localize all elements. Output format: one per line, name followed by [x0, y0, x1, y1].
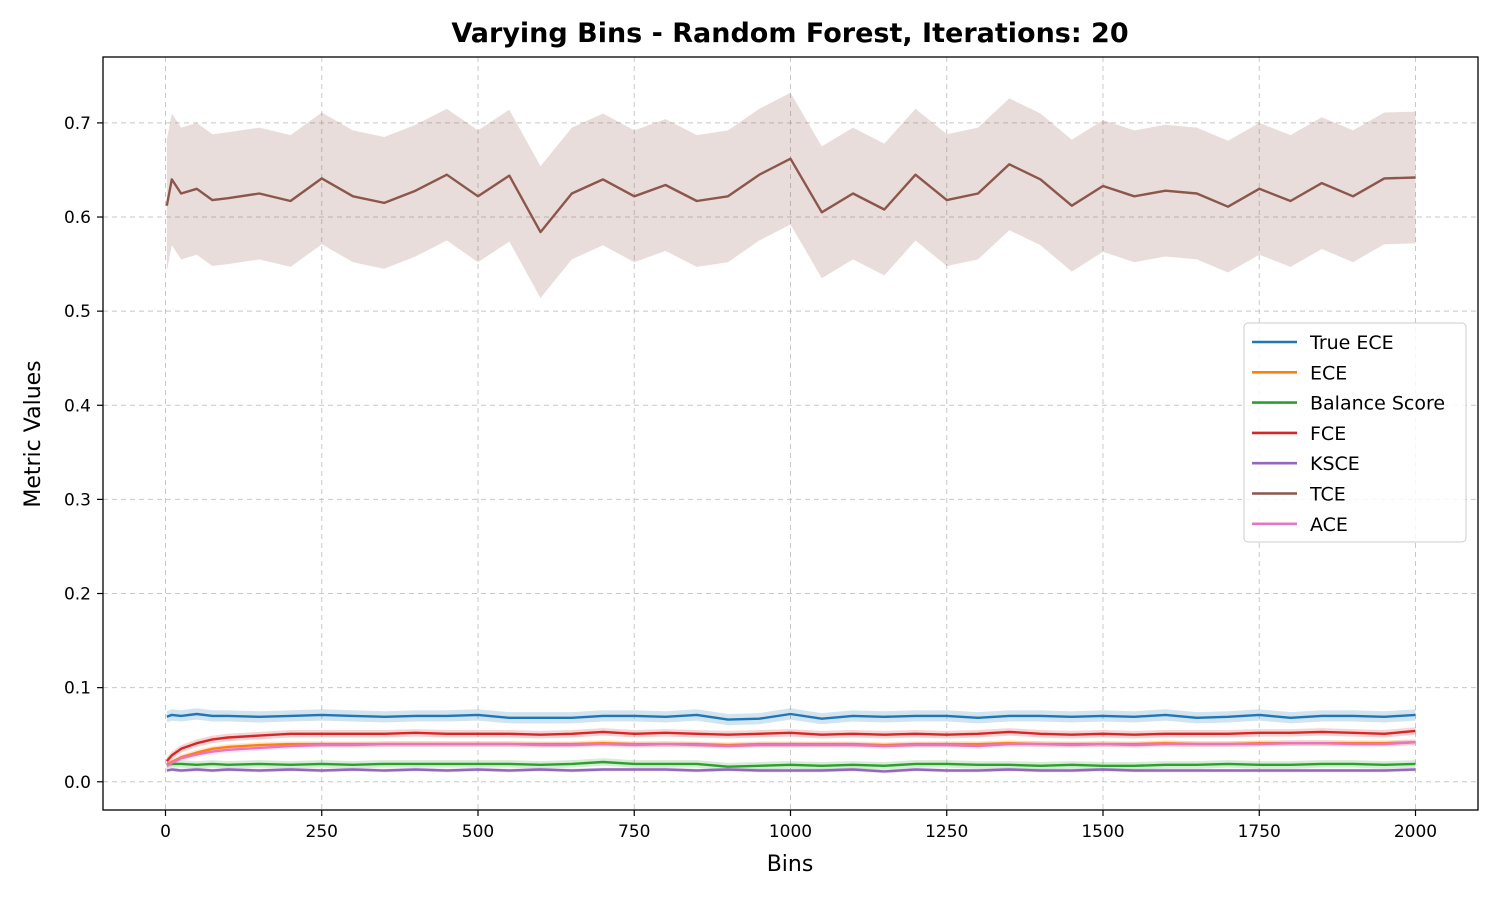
x-tick-label: 250	[306, 822, 338, 842]
legend-box	[1243, 322, 1467, 543]
ace-line	[166, 741, 1416, 767]
grid-lines	[103, 57, 1478, 810]
legend-label-true-ece: True ECE	[1309, 332, 1394, 354]
fce-line	[165, 729, 1416, 762]
x-tick-label: 1000	[769, 822, 812, 842]
y-tick-label: 0.0	[64, 773, 91, 793]
legend: True ECE ECE Balance Score FCE KSCE TCE ACE	[1243, 322, 1467, 543]
x-tick-label: 1250	[925, 822, 968, 842]
legend-label-ksce: KSCE	[1310, 453, 1360, 475]
legend-label-tce: TCE	[1309, 484, 1346, 506]
confidence-bands	[166, 92, 1416, 774]
y-tick-label: 0.4	[64, 396, 91, 416]
y-axis-ticks: 0.0 0.1 0.2 0.3 0.4 0.5 0.6 0.7	[64, 114, 103, 793]
fce-band	[166, 727, 1416, 765]
x-axis-label: Bins	[767, 852, 814, 877]
chart-title: Varying Bins - Random Forest, Iterations…	[451, 18, 1128, 49]
ksce-line	[166, 768, 1416, 773]
ace-band	[166, 739, 1416, 769]
y-axis-label: Metric Values	[21, 360, 46, 507]
y-tick-label: 0.5	[64, 302, 91, 322]
legend-label-ace: ACE	[1310, 514, 1348, 536]
y-tick-label: 0.1	[64, 679, 91, 699]
x-tick-label: 2000	[1394, 822, 1437, 842]
series-lines	[165, 157, 1416, 773]
legend-label-balance-score: Balance Score	[1310, 393, 1445, 415]
true-ece-band	[166, 708, 1416, 726]
x-tick-label: 1750	[1238, 822, 1281, 842]
legend-label-fce: FCE	[1310, 423, 1346, 445]
tce-band	[166, 92, 1416, 298]
ece-band	[166, 739, 1416, 768]
x-tick-label: 500	[462, 822, 494, 842]
x-tick-label: 750	[618, 822, 650, 842]
y-tick-label: 0.6	[64, 208, 91, 228]
y-tick-label: 0.2	[64, 585, 91, 605]
y-tick-label: 0.7	[64, 114, 91, 134]
true-ece-line	[166, 712, 1416, 721]
legend-label-ece: ECE	[1310, 362, 1347, 384]
y-tick-label: 0.3	[64, 490, 91, 510]
x-tick-label: 0	[160, 822, 171, 842]
x-axis-ticks: 0 250 500 750 1000 1250 1500 1750 2000	[160, 810, 1437, 842]
tce-line	[165, 157, 1416, 234]
balance-score-line	[166, 760, 1416, 768]
x-tick-label: 1500	[1081, 822, 1124, 842]
